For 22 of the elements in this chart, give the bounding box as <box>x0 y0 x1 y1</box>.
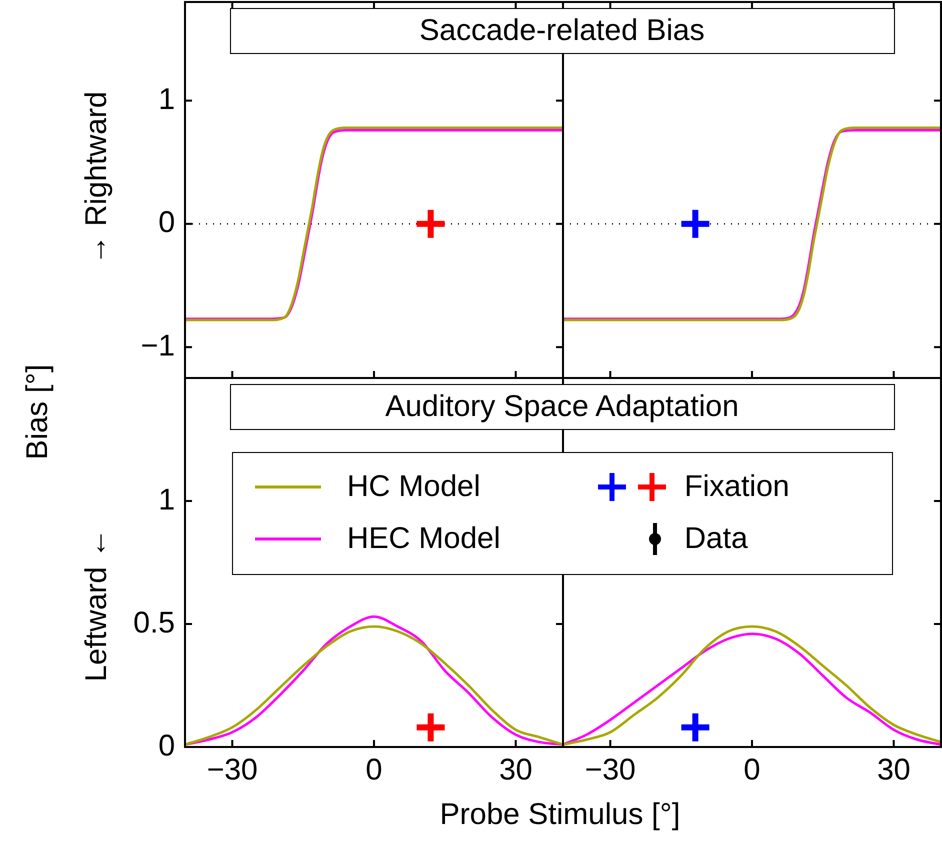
y-tick-label: −1 <box>140 329 175 362</box>
y-tick-label: 1 <box>158 483 175 516</box>
x-tick-label: −30 <box>584 753 636 786</box>
y-tick-label: 0 <box>158 729 175 762</box>
legend-label: HEC Model <box>347 522 500 556</box>
chart-title: Saccade-related Bias <box>419 14 705 47</box>
y-tick-label: 1 <box>158 82 175 116</box>
legend-label: Fixation <box>684 470 790 504</box>
y-axis-title: Leftward ← <box>80 528 113 682</box>
x-tick-label: 0 <box>744 753 760 786</box>
legend-label: HC Model <box>347 470 480 504</box>
x-axis-title: Probe Stimulus [°] <box>440 798 680 831</box>
y-tick-label: 0 <box>158 206 175 240</box>
y-axis-title: → Rightward <box>80 91 113 265</box>
x-tick-label: 0 <box>366 753 382 786</box>
x-tick-label: 30 <box>499 753 532 786</box>
chart-title: Auditory Space Adaptation <box>385 390 739 423</box>
x-tick-label: 30 <box>877 753 910 786</box>
legend-label: Data <box>684 522 748 556</box>
text: Bias [°] <box>21 364 54 460</box>
x-tick-label: −30 <box>206 753 258 786</box>
y-tick-label: 0.5 <box>133 606 175 640</box>
